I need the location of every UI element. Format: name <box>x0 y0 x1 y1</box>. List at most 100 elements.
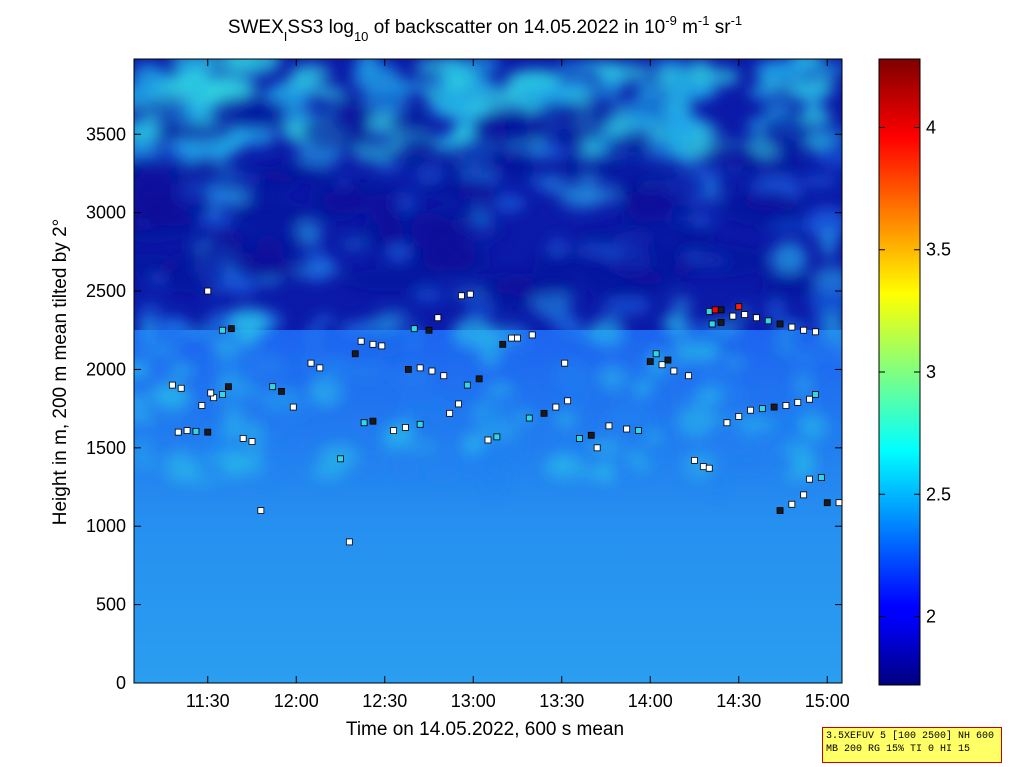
colorbar <box>878 58 921 686</box>
cloud-markers <box>168 287 1023 546</box>
x-tick-label: 15:00 <box>805 691 850 711</box>
cloud-marker <box>806 475 813 483</box>
y-tick-label: 0 <box>116 673 126 693</box>
cloud-marker <box>1013 354 1019 360</box>
cloud-marker <box>227 325 235 333</box>
y-tick-label: 1500 <box>86 438 126 458</box>
cloud-marker <box>741 311 749 318</box>
cloud-marker <box>972 439 978 445</box>
heatmap <box>134 59 842 683</box>
cloud-marker <box>458 292 465 300</box>
cloud-marker <box>782 402 790 409</box>
cloud-marker <box>1007 442 1013 448</box>
cloud-marker <box>835 499 842 507</box>
cloud-marker <box>561 359 569 367</box>
cloud-marker <box>664 356 672 364</box>
hot-marker <box>711 306 719 314</box>
cloud-marker <box>345 538 353 546</box>
cloud-marker <box>224 383 232 391</box>
cloud-marker <box>204 287 212 295</box>
cloud-marker <box>475 375 483 383</box>
cloud-marker <box>219 326 226 334</box>
cloud-marker <box>1019 445 1023 451</box>
y-axis-label: Height in m, 200 m mean tilted by 2° <box>50 219 71 525</box>
cloud-marker <box>978 351 984 357</box>
cloud-marker <box>776 507 784 514</box>
x-tick-label: 13:30 <box>539 691 584 711</box>
cloud-marker <box>525 414 533 422</box>
cloud-marker <box>942 459 948 465</box>
chart-title: SWEXISS3 log10 of backscatter on 14.05.2… <box>228 13 742 44</box>
cloud-marker <box>269 383 277 391</box>
cloud-marker <box>933 393 939 399</box>
colorbar-tick-label: 3 <box>926 362 936 382</box>
cloud-marker <box>966 329 972 335</box>
cloud-marker <box>788 500 796 508</box>
hot-marker <box>936 310 942 316</box>
cloud-marker <box>939 313 945 319</box>
x-tick-label: 11:30 <box>186 691 230 711</box>
cloud-marker <box>823 499 831 507</box>
cloud-marker <box>776 320 784 328</box>
cloud-marker <box>806 395 813 403</box>
cloud-marker <box>278 387 285 395</box>
cloud-marker <box>455 400 462 408</box>
colorbar-tick-label: 3.5 <box>926 240 951 260</box>
cloud-marker <box>995 439 1001 445</box>
cloud-marker <box>351 350 359 358</box>
cloud-marker <box>440 372 448 380</box>
cloud-marker <box>954 327 960 333</box>
cloud-marker <box>812 328 819 336</box>
hot-marker <box>735 303 743 311</box>
cloud-marker <box>928 293 934 299</box>
cloud-marker <box>930 456 936 462</box>
parameter-box: 3.5XEFUV 5 [100 2500] NH 600 MB 200 RG 1… <box>822 727 1002 763</box>
cloud-marker <box>871 429 877 435</box>
cloud-marker <box>369 417 377 425</box>
cloud-marker <box>800 491 808 499</box>
cloud-marker <box>966 459 972 465</box>
cloud-marker <box>564 397 572 405</box>
cloud-marker <box>860 432 866 438</box>
cloud-marker <box>770 403 778 411</box>
cloud-marker <box>239 435 247 442</box>
cloud-marker <box>945 319 951 325</box>
cloud-marker <box>623 425 631 433</box>
cloud-marker <box>593 444 601 452</box>
cloud-marker <box>705 308 713 315</box>
cloud-marker <box>307 359 315 367</box>
x-axis-label: Time on 14.05.2022, 600 s mean <box>346 719 624 740</box>
cloud-marker <box>204 428 212 436</box>
cloud-marker <box>484 436 492 444</box>
cloud-marker <box>289 403 297 411</box>
cloud-marker <box>735 413 743 420</box>
cloud-marker <box>168 381 176 389</box>
cloud-marker <box>540 409 548 417</box>
colorbar-tick-label: 2.5 <box>926 484 951 504</box>
cloud-marker <box>416 364 424 372</box>
x-tick-label: 13:00 <box>451 691 496 711</box>
cloud-marker <box>957 461 963 467</box>
x-tick-label: 12:00 <box>274 691 319 711</box>
cloud-marker <box>717 306 725 314</box>
colorbar-tick-label: 2 <box>926 607 936 627</box>
cloud-marker <box>646 358 654 365</box>
cloud-marker <box>514 334 521 342</box>
cloud-marker <box>933 305 939 311</box>
x-tick-label: 14:30 <box>716 691 761 711</box>
colorbar-tick-label: 4 <box>926 117 936 137</box>
cloud-marker <box>966 495 972 501</box>
cloud-marker <box>699 463 707 471</box>
cloud-marker <box>248 438 256 445</box>
cloud-marker <box>401 424 409 431</box>
cloud-marker <box>635 427 642 434</box>
cloud-marker <box>658 361 666 369</box>
y-tick-label: 2500 <box>86 281 126 301</box>
cloud-marker <box>1004 453 1010 459</box>
cloud-marker <box>183 427 191 434</box>
cloud-marker <box>717 318 725 326</box>
cloud-marker <box>723 419 731 427</box>
cloud-marker <box>685 372 692 380</box>
cloud-marker <box>708 320 716 328</box>
cloud-marker <box>425 326 433 334</box>
